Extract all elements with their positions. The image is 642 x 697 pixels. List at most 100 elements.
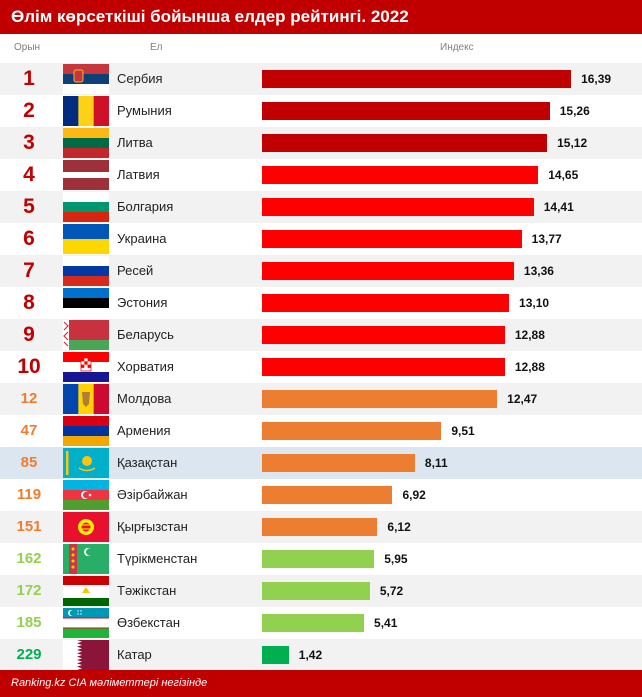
country-label: Хорватия <box>117 359 174 374</box>
country-label: Болгария <box>117 199 174 214</box>
index-bar <box>262 134 548 152</box>
armenia-flag-icon <box>63 416 109 446</box>
value-label: 6,92 <box>402 488 426 502</box>
table-row: 185 Өзбекстан 5,41 <box>0 607 642 639</box>
belarus-flag-icon <box>63 320 109 350</box>
table-row: 6 Украина 13,77 <box>0 223 642 255</box>
country-column-header: Ел <box>150 42 163 53</box>
value-label: 16,39 <box>581 72 612 86</box>
rank-label: 12 <box>20 390 38 407</box>
rank-label: 7 <box>23 259 35 282</box>
rank-label: 185 <box>16 614 42 631</box>
rank-label: 119 <box>16 486 42 503</box>
qatar-flag-icon <box>63 640 109 670</box>
table-row: 3 Литва 15,12 <box>0 127 642 159</box>
value-label: 5,41 <box>374 616 398 630</box>
table-row: 5 Болгария 14,41 <box>0 191 642 223</box>
country-label: Латвия <box>117 167 160 182</box>
table-row: 9 Беларусь 12,88 <box>0 319 642 351</box>
rank-column-header: Орын <box>14 42 41 53</box>
table-row: 10 Хорватия 12,88 <box>0 351 642 383</box>
table-row: 1 Сербия 16,39 <box>0 63 642 95</box>
latvia-flag-icon <box>63 160 109 190</box>
rank-label: 8 <box>23 291 35 314</box>
country-label: Қазақстан <box>117 455 178 470</box>
country-label: Молдова <box>117 391 172 406</box>
chart-title: Өлім көрсеткіші бойынша елдер рейтингі. … <box>0 0 642 34</box>
index-bar <box>262 326 505 344</box>
country-label: Түрікменстан <box>117 551 198 566</box>
rank-label: 10 <box>17 355 41 378</box>
russia-flag-icon <box>63 256 109 286</box>
lithuania-flag-icon <box>63 128 109 158</box>
country-label: Тәжікстан <box>117 583 177 598</box>
rank-label: 151 <box>16 518 42 535</box>
index-bar <box>262 358 505 376</box>
index-bar <box>262 390 498 408</box>
value-label: 14,65 <box>548 168 579 182</box>
index-bar <box>262 262 514 280</box>
index-bar <box>262 518 378 536</box>
table-row: 7 Ресей 13,36 <box>0 255 642 287</box>
index-bar <box>262 550 375 568</box>
ukraine-flag-icon <box>63 224 109 254</box>
index-bar <box>262 422 442 440</box>
value-label: 12,88 <box>514 360 545 374</box>
value-label: 6,12 <box>387 520 411 534</box>
index-bar <box>262 230 522 248</box>
estonia-flag-icon <box>63 288 109 318</box>
index-bar <box>262 70 572 88</box>
serbia-flag-icon <box>63 64 109 94</box>
tajikistan-flag-icon <box>63 576 109 606</box>
rank-label: 229 <box>16 646 42 663</box>
rank-label: 2 <box>23 99 35 122</box>
kyrgyzstan-flag-icon <box>63 512 109 542</box>
value-label: 13,10 <box>519 296 550 310</box>
index-bar <box>262 166 539 184</box>
country-label: Өзбекстан <box>117 615 181 630</box>
country-label: Ресей <box>117 263 154 278</box>
value-label: 13,77 <box>531 232 562 246</box>
table-row: 2 Румыния 15,26 <box>0 95 642 127</box>
value-label: 12,47 <box>507 392 538 406</box>
table-row: 47 Армения 9,51 <box>0 415 642 447</box>
rank-label: 85 <box>20 454 38 471</box>
rank-label: 162 <box>16 550 42 567</box>
index-column-header: Индекс <box>440 42 474 53</box>
rank-label: 3 <box>23 131 35 154</box>
bulgaria-flag-icon <box>63 192 109 222</box>
country-label: Сербия <box>117 71 163 86</box>
uzbekistan-flag-icon <box>63 608 109 638</box>
ranking-table: 1 Сербия 16,39 2 Румыния 15,26 3 Литва 15,12 4 Лат… <box>0 63 642 671</box>
country-label: Румыния <box>117 103 172 118</box>
value-label: 9,51 <box>451 424 475 438</box>
value-label: 5,72 <box>379 584 404 598</box>
index-bar <box>262 198 534 216</box>
azerbaijan-flag-icon <box>63 480 109 510</box>
country-label: Беларусь <box>117 327 174 342</box>
table-row: 85 Қазақстан 8,11 <box>0 447 642 479</box>
value-label: 15,12 <box>557 136 588 150</box>
index-bar <box>262 294 510 312</box>
index-bar <box>262 646 289 664</box>
table-row: 162 Түрікменстан 5,95 <box>0 543 642 575</box>
romania-flag-icon <box>63 96 109 126</box>
index-bar <box>262 102 550 120</box>
rank-label: 47 <box>20 422 38 439</box>
table-row: 12 Молдова 12,47 <box>0 383 642 415</box>
country-label: Эстония <box>117 295 168 310</box>
rank-label: 4 <box>23 163 35 186</box>
moldova-flag-icon <box>63 384 109 414</box>
index-bar <box>262 582 370 600</box>
table-row: 172 Тәжікстан 5,72 <box>0 575 642 607</box>
rank-label: 172 <box>16 582 42 599</box>
table-row: 151 Қырғызстан 6,12 <box>0 511 642 543</box>
kazakhstan-flag-icon <box>63 448 109 478</box>
index-bar <box>262 454 415 472</box>
country-label: Әзірбайжан <box>117 487 188 502</box>
table-row: 119 Әзірбайжан 6,92 <box>0 479 642 511</box>
value-label: 1,42 <box>298 648 323 662</box>
country-label: Катар <box>117 647 152 662</box>
rank-label: 9 <box>23 323 35 346</box>
index-bar <box>262 486 393 504</box>
